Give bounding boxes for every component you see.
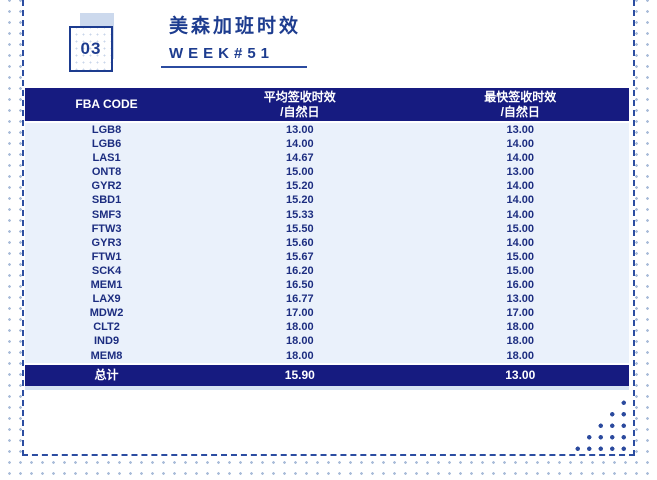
fastest-value-cell: 14.00 xyxy=(506,236,535,249)
title-block: 美森加班时效 WEEK#51 xyxy=(169,15,301,63)
fastest-value-cell: 13.00 xyxy=(506,124,535,136)
table-row: LGB8 13.00 13.00 xyxy=(25,123,629,138)
section-number-badge: 03 xyxy=(69,26,113,72)
table-body: LGB8 13.00 13.00 LGB6 14.00 14.00 LAS1 14.67 14.… xyxy=(25,123,629,363)
fba-code-cell: FTW1 xyxy=(91,250,122,263)
table-row: SMF3 15.33 14.00 xyxy=(25,207,629,222)
table-row: GYR3 15.60 14.00 xyxy=(25,235,629,250)
week-label: WEEK#51 xyxy=(169,45,275,62)
fastest-value-cell: 18.00 xyxy=(506,321,535,334)
column-title: FBA CODE xyxy=(75,97,138,111)
fastest-value-cell: 17.00 xyxy=(506,307,535,320)
average-value-cell: 15.33 xyxy=(286,208,314,221)
table-row: IND9 18.00 18.00 xyxy=(25,334,629,349)
fba-code-cell: GYR3 xyxy=(91,236,122,249)
average-value-cell: 18.00 xyxy=(286,335,314,348)
title-underline xyxy=(161,66,307,68)
column-header-fastest: 最快签收时效 /自然日 xyxy=(412,88,629,121)
fba-code-cell: LAX9 xyxy=(92,293,121,306)
table-row: MEM1 16.50 16.00 xyxy=(25,278,629,293)
fba-code-cell: SMF3 xyxy=(91,208,122,221)
fastest-value-cell: 15.00 xyxy=(506,264,535,277)
column-title: 平均签收时效 xyxy=(263,89,336,104)
average-value-cell: 15.00 xyxy=(286,166,314,179)
fastest-value-cell: 16.00 xyxy=(506,279,535,292)
total-fastest-value: 13.00 xyxy=(505,367,536,382)
total-label: 总计 xyxy=(94,367,119,382)
column-subtitle: /自然日 xyxy=(280,104,320,119)
fastest-value-cell: 13.00 xyxy=(506,293,535,306)
fba-code-cell: LGB8 xyxy=(91,124,122,136)
fastest-value-cell: 15.00 xyxy=(506,222,535,235)
fba-code-cell: ONT8 xyxy=(91,166,122,179)
column-header-average: 平均签收时效 /自然日 xyxy=(188,88,411,121)
table-row: MEM8 18.00 18.00 xyxy=(25,348,629,363)
fastest-value-cell: 18.00 xyxy=(506,335,535,348)
table-row: LAS1 14.67 14.00 xyxy=(25,151,629,166)
table-row: MDW2 17.00 17.00 xyxy=(25,306,629,321)
fastest-value-cell: 14.00 xyxy=(506,180,535,193)
fastest-value-cell: 13.00 xyxy=(506,166,535,179)
fba-code-cell: MEM8 xyxy=(90,349,123,362)
fastest-value-cell: 18.00 xyxy=(506,349,535,362)
average-value-cell: 15.20 xyxy=(286,194,314,207)
fastest-value-cell: 14.00 xyxy=(506,152,535,165)
table-row: LAX9 16.77 13.00 xyxy=(25,292,629,307)
average-value-cell: 15.67 xyxy=(286,250,314,263)
table-row: SBD1 15.20 14.00 xyxy=(25,193,629,208)
fba-code-cell: CLT2 xyxy=(93,321,120,334)
section-number: 03 xyxy=(80,39,102,58)
table-header-row: FBA CODE 平均签收时效 /自然日 最快签收时效 /自然日 xyxy=(25,88,629,123)
fba-code-cell: SCK4 xyxy=(91,264,122,277)
column-header-fba-code: FBA CODE xyxy=(25,88,188,121)
dashed-border-panel: 03 美森加班时效 WEEK#51 FBA CODE 平均签收时效 /自然日 最… xyxy=(22,0,635,456)
column-title: 最快签收时效 xyxy=(484,89,557,104)
table-row: LGB6 14.00 14.00 xyxy=(25,137,629,152)
average-value-cell: 15.50 xyxy=(286,222,314,235)
average-value-cell: 13.00 xyxy=(286,124,314,136)
fba-code-cell: MEM1 xyxy=(90,279,123,292)
table-row: FTW1 15.67 15.00 xyxy=(25,249,629,264)
average-value-cell: 15.60 xyxy=(286,236,314,249)
fba-code-cell: LAS1 xyxy=(92,152,121,165)
table-bottom-strip xyxy=(25,385,629,390)
fba-code-cell: FTW3 xyxy=(91,222,122,235)
fba-code-cell: IND9 xyxy=(94,335,120,348)
table-row: GYR2 15.20 14.00 xyxy=(25,179,629,194)
total-average-value: 15.90 xyxy=(284,367,315,382)
table-row: ONT8 15.00 13.00 xyxy=(25,165,629,180)
dot-triangle-decor xyxy=(568,392,632,454)
column-subtitle: /自然日 xyxy=(500,104,540,119)
average-value-cell: 16.50 xyxy=(286,279,314,292)
average-value-cell: 18.00 xyxy=(286,349,314,362)
table-total-row: 总计 15.90 13.00 xyxy=(25,362,629,386)
average-value-cell: 18.00 xyxy=(286,321,314,334)
table-row: CLT2 18.00 18.00 xyxy=(25,320,629,335)
fastest-value-cell: 14.00 xyxy=(506,208,535,221)
average-value-cell: 15.20 xyxy=(286,180,314,193)
table-row: FTW3 15.50 15.00 xyxy=(25,221,629,236)
fastest-value-cell: 15.00 xyxy=(506,250,535,263)
fba-code-cell: MDW2 xyxy=(89,307,124,320)
fba-code-cell: LGB6 xyxy=(91,138,122,151)
fba-code-cell: GYR2 xyxy=(91,180,122,193)
average-value-cell: 17.00 xyxy=(286,307,314,320)
average-value-cell: 16.77 xyxy=(286,293,314,306)
table-row: SCK4 16.20 15.00 xyxy=(25,263,629,279)
page-title: 美森加班时效 xyxy=(169,16,302,37)
average-value-cell: 16.20 xyxy=(286,264,314,277)
timeliness-table: FBA CODE 平均签收时效 /自然日 最快签收时效 /自然日 LGB8 13.… xyxy=(25,88,629,390)
fba-code-cell: SBD1 xyxy=(91,194,122,207)
fastest-value-cell: 14.00 xyxy=(506,138,535,151)
average-value-cell: 14.67 xyxy=(286,152,314,165)
fastest-value-cell: 14.00 xyxy=(506,194,535,207)
average-value-cell: 14.00 xyxy=(286,138,314,151)
